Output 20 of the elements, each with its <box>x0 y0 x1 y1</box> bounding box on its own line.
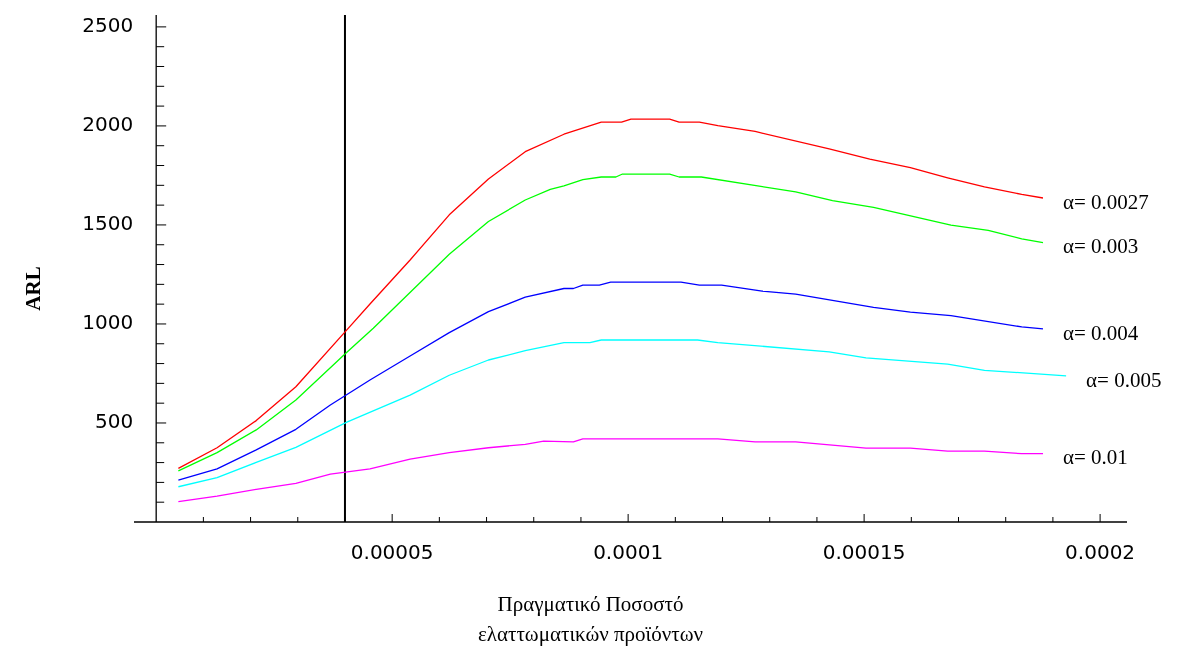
x-axis-title: Πραγματικό Ποσοστό ελαττωματικών προϊόντων <box>477 592 704 646</box>
y-tick-label: 2500 <box>82 13 134 38</box>
x-tick-label: 0.00005 <box>350 540 434 564</box>
y-tick-label: 500 <box>94 409 134 434</box>
series-label: α= 0.003 <box>1062 234 1139 259</box>
y-tick-label: 1000 <box>82 310 134 335</box>
y-tick-label: 2000 <box>82 112 134 137</box>
line-series <box>177 118 1044 469</box>
line-series <box>177 438 1044 503</box>
line-series <box>177 173 1044 472</box>
x-tick-label: 0.0002 <box>1065 540 1136 564</box>
x-tick-label: 0.0001 <box>593 540 664 564</box>
line-series <box>177 281 1044 481</box>
x-tick-label: 0.00015 <box>822 540 906 564</box>
series-label: α= 0.01 <box>1062 445 1128 470</box>
y-tick-label: 1500 <box>82 211 134 236</box>
y-axis-title: ARL <box>21 266 45 311</box>
series-label: α= 0.004 <box>1062 320 1139 345</box>
series-label: α= 0.0027 <box>1062 189 1149 214</box>
series-label: α= 0.005 <box>1086 367 1162 392</box>
